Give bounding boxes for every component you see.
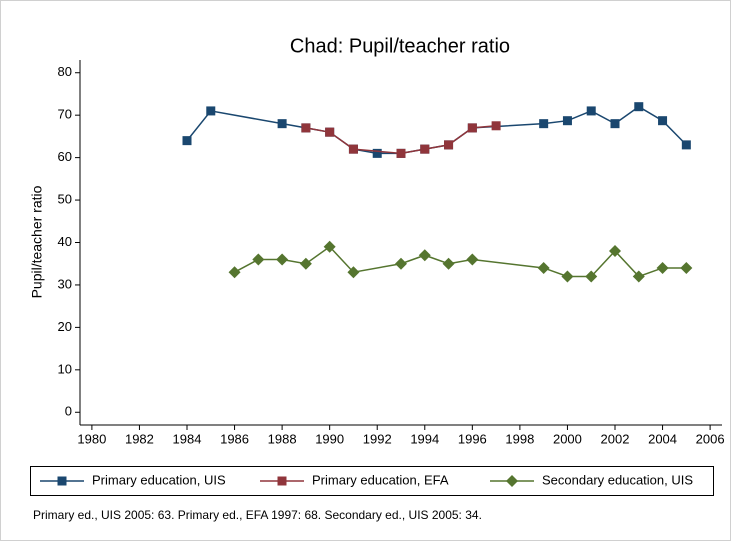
- legend-label: Primary education, EFA: [312, 472, 449, 487]
- point: [325, 127, 335, 137]
- x-tick-label: 2000: [553, 431, 582, 446]
- chart-title: Chad: Pupil/teacher ratio: [290, 35, 510, 57]
- legend-marker: [277, 476, 287, 486]
- point: [420, 144, 430, 154]
- legend-label: Primary education, UIS: [92, 472, 226, 487]
- y-tick-label: 80: [58, 64, 72, 79]
- point: [276, 253, 289, 266]
- x-tick-label: 2002: [601, 431, 630, 446]
- y-tick-label: 50: [58, 191, 72, 206]
- y-tick-label: 40: [58, 234, 72, 249]
- point: [396, 148, 406, 158]
- point: [609, 244, 621, 257]
- point: [561, 270, 574, 283]
- point: [348, 144, 358, 154]
- point: [610, 119, 620, 129]
- x-tick-label: 1990: [315, 431, 344, 446]
- x-tick-label: 1998: [505, 431, 534, 446]
- point: [442, 257, 455, 270]
- x-tick-label: 2006: [696, 431, 725, 446]
- point: [347, 266, 360, 279]
- note: Primary ed., UIS 2005: 63. Primary ed., …: [33, 508, 482, 522]
- y-tick-label: 20: [58, 319, 72, 334]
- x-tick-label: 1988: [268, 431, 297, 446]
- y-tick-label: 0: [65, 404, 72, 419]
- point: [466, 253, 479, 266]
- point: [182, 136, 192, 146]
- point: [301, 123, 311, 133]
- legend-box: [30, 466, 714, 496]
- point: [537, 261, 550, 274]
- point: [634, 102, 644, 112]
- point: [680, 261, 693, 274]
- y-tick-label: 60: [58, 149, 72, 164]
- point: [586, 106, 596, 116]
- point: [418, 249, 431, 262]
- y-tick-label: 10: [58, 361, 72, 376]
- point: [252, 253, 265, 266]
- point: [323, 240, 336, 253]
- x-tick-label: 2004: [648, 431, 677, 446]
- legend-marker: [57, 476, 67, 486]
- point: [632, 270, 645, 283]
- point: [658, 116, 668, 126]
- point: [585, 270, 598, 283]
- point: [372, 148, 382, 158]
- x-tick-label: 1992: [363, 431, 392, 446]
- y-tick-label: 30: [58, 276, 72, 291]
- x-tick-label: 1996: [458, 431, 487, 446]
- point: [444, 140, 454, 150]
- point: [681, 140, 691, 150]
- point: [277, 119, 287, 129]
- point: [656, 261, 669, 274]
- point: [206, 106, 216, 116]
- legend-label: Secondary education, UIS: [542, 472, 693, 487]
- point: [299, 257, 312, 270]
- legend-marker: [506, 475, 518, 487]
- x-tick-label: 1982: [125, 431, 154, 446]
- y-axis-label: Pupil/teacher ratio: [29, 185, 45, 298]
- point: [467, 123, 477, 133]
- x-tick-label: 1980: [77, 431, 106, 446]
- y-tick-label: 70: [58, 107, 72, 122]
- point: [228, 266, 241, 279]
- x-tick-label: 1986: [220, 431, 249, 446]
- point: [491, 121, 501, 131]
- point: [562, 116, 572, 126]
- x-tick-label: 1994: [410, 431, 439, 446]
- point: [539, 119, 549, 129]
- point: [395, 257, 407, 270]
- x-tick-label: 1984: [173, 431, 202, 446]
